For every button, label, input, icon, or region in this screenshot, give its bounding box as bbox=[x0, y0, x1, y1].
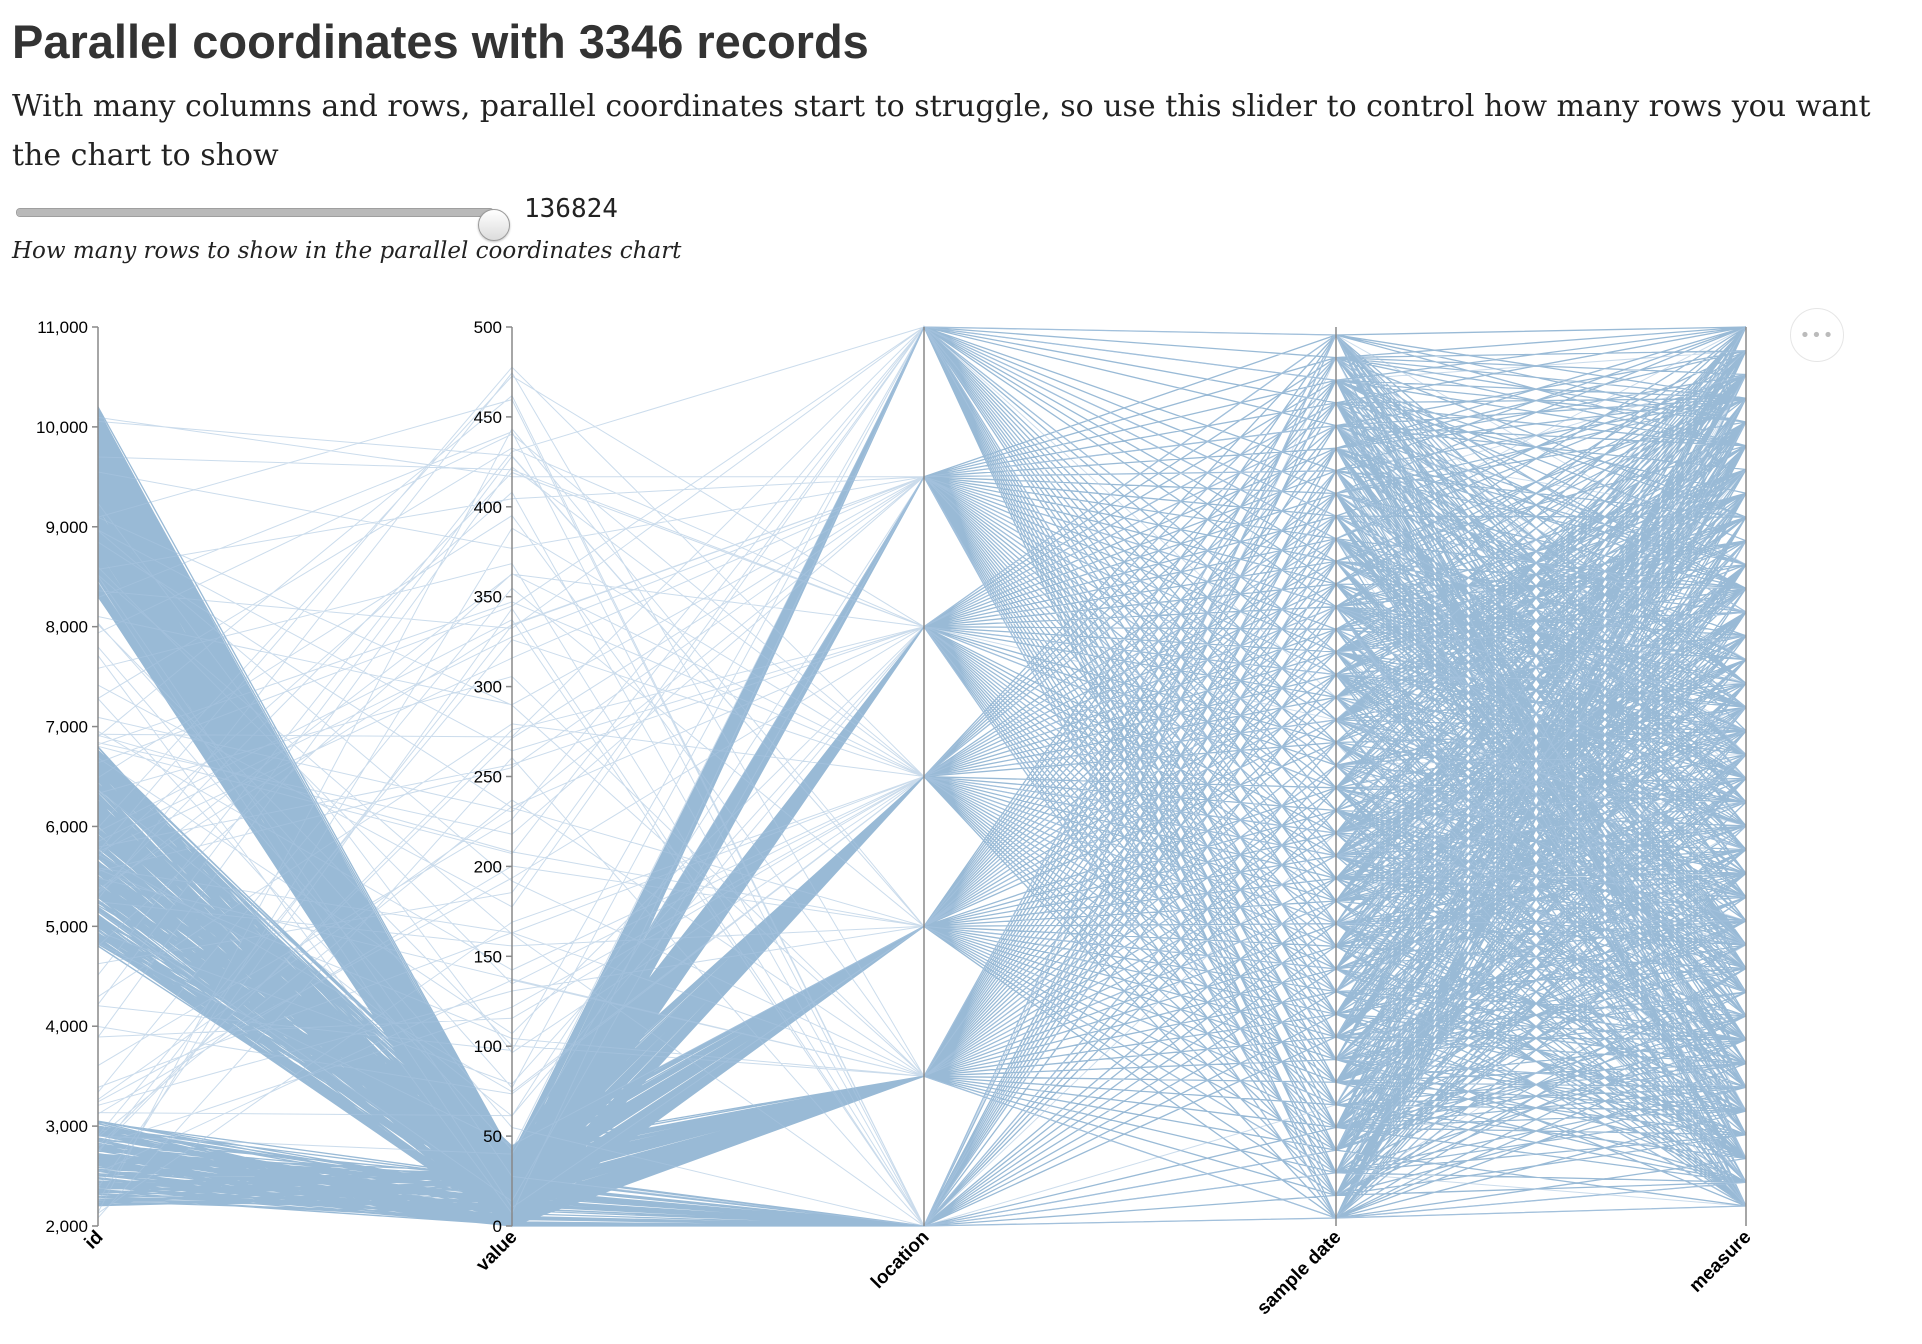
rows-slider-control: 136824 bbox=[12, 194, 712, 241]
tick-label: 450 bbox=[474, 408, 502, 427]
tick-label: 7,000 bbox=[45, 718, 88, 737]
tick-label: 0 bbox=[493, 1217, 502, 1236]
rows-slider-value: 136824 bbox=[524, 194, 618, 224]
tick-label: 100 bbox=[474, 1037, 502, 1056]
axis-location: location bbox=[867, 327, 934, 1293]
page-subtitle: With many columns and rows, parallel coo… bbox=[12, 89, 1871, 173]
tick-label: 300 bbox=[474, 678, 502, 697]
parallel-coordinates-chart: 2,000 3,000 4,000 5,000 6,000 7,000 8,000 9,000… bbox=[36, 318, 1756, 1320]
axis-id: 2,000 3,000 4,000 5,000 6,000 7,000 8,000 9,000… bbox=[36, 318, 108, 1253]
tick-label: 4,000 bbox=[45, 1017, 88, 1036]
tick-label: 8,000 bbox=[45, 618, 88, 637]
tick-label: 3,000 bbox=[45, 1117, 88, 1136]
tick-label: 400 bbox=[474, 498, 502, 517]
axis-label: sample date bbox=[1253, 1227, 1346, 1320]
rows-slider-thumb[interactable] bbox=[478, 209, 510, 241]
data-lines bbox=[97, 325, 1747, 1228]
tick-label: 500 bbox=[474, 318, 502, 337]
rows-slider-track[interactable] bbox=[16, 208, 510, 241]
slider-caption: How many rows to show in the parallel co… bbox=[12, 238, 682, 264]
axis-label: measure bbox=[1685, 1227, 1755, 1297]
more-options-button[interactable]: ••• bbox=[1790, 308, 1844, 362]
axis-label: location bbox=[867, 1227, 933, 1293]
tick-label: 150 bbox=[474, 947, 502, 966]
tick-label: 200 bbox=[474, 857, 502, 876]
tick-label: 350 bbox=[474, 588, 502, 607]
tick-label: 6,000 bbox=[45, 817, 88, 836]
tick-label: 50 bbox=[483, 1127, 502, 1146]
rows-slider-fill bbox=[17, 209, 493, 216]
tick-label: 250 bbox=[474, 768, 502, 787]
tick-label: 2,000 bbox=[45, 1217, 88, 1236]
page-title: Parallel coordinates with 3346 records bbox=[12, 15, 869, 68]
tick-label: 11,000 bbox=[37, 318, 88, 337]
tick-label: 10,000 bbox=[36, 418, 88, 437]
tick-label: 5,000 bbox=[45, 917, 88, 936]
tick-label: 9,000 bbox=[45, 518, 88, 537]
